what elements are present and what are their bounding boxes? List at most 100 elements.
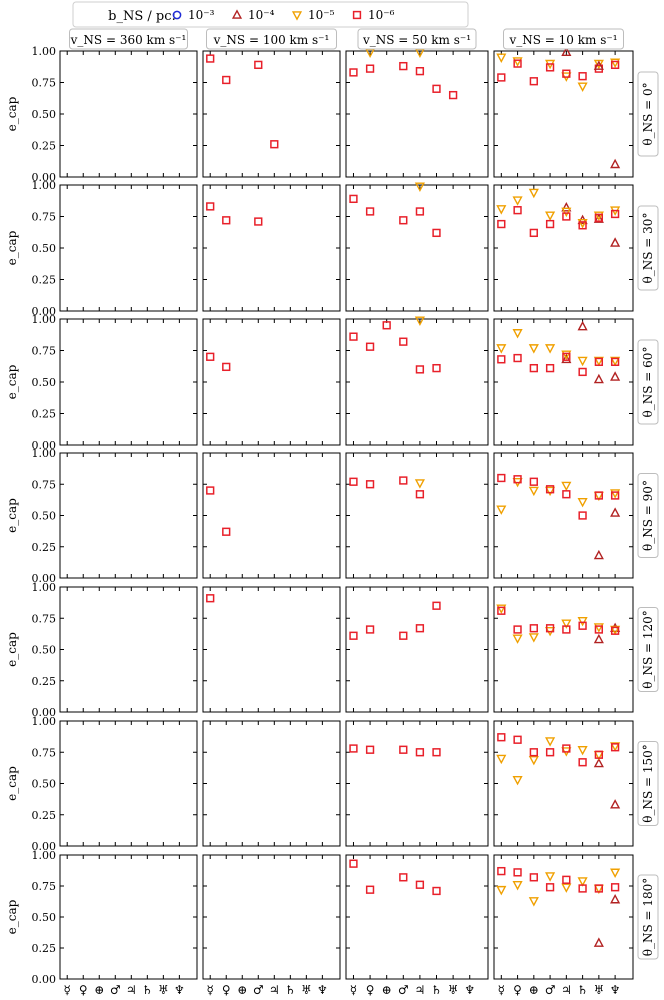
data-point	[528, 188, 539, 199]
x-tick-label: ♅	[301, 983, 312, 997]
data-point	[545, 485, 555, 494]
panel	[202, 720, 341, 847]
data-point	[513, 625, 522, 634]
y-tick-label: 0.00	[32, 706, 57, 719]
data-point	[610, 357, 620, 366]
y-tick-label: 0.25	[32, 809, 57, 822]
legend-marker	[231, 9, 243, 19]
data-point	[415, 880, 425, 889]
panel-frame	[493, 318, 634, 446]
data-point	[206, 594, 215, 603]
panel: 0.00 0.25 0.50 0.75 1.00	[32, 45, 198, 184]
y-axis-label: e_cap	[5, 364, 19, 399]
data-point	[594, 625, 604, 634]
data-point	[594, 213, 604, 222]
data-point	[513, 475, 522, 484]
data-point	[577, 82, 588, 92]
data-point	[528, 486, 539, 497]
x-tick-label: ♄	[577, 983, 588, 997]
panel: 0.00 0.25 0.50 0.75 1.00	[32, 313, 198, 452]
y-tick-label: 0.00	[32, 572, 57, 585]
data-point	[529, 477, 538, 486]
x-tick-label: ♄	[285, 983, 296, 997]
y-tick-label: 1.00	[32, 45, 57, 58]
data-point	[545, 344, 556, 354]
y-axis-label: e_cap	[5, 899, 19, 934]
data-point	[349, 859, 358, 868]
data-point	[415, 624, 425, 633]
data-point	[497, 355, 506, 364]
data-point	[365, 64, 375, 73]
data-point	[448, 90, 458, 100]
panel-frame	[202, 452, 341, 579]
data-point	[222, 527, 231, 536]
row-label: θ_NS = 30°	[641, 213, 655, 284]
panel: 0.00 0.25 0.50 0.75 1.00	[32, 715, 198, 853]
data-point	[414, 479, 425, 489]
x-tick-label: ♃	[415, 983, 426, 997]
data-point	[206, 486, 215, 495]
data-point	[545, 486, 556, 497]
data-point	[415, 67, 425, 76]
data-point	[594, 491, 604, 500]
panel	[202, 184, 341, 312]
legend-label: 10⁻⁶	[368, 8, 395, 22]
data-point	[432, 363, 441, 373]
data-point	[561, 353, 572, 364]
data-point	[562, 875, 571, 884]
data-point	[610, 209, 620, 219]
y-axis-label: e_cap	[5, 230, 19, 265]
row-label-group: θ_NS = 150°	[637, 741, 659, 826]
y-axis-label: e_cap	[5, 632, 19, 667]
data-point	[578, 511, 587, 520]
data-point	[610, 356, 621, 367]
y-tick-label: 1.00	[32, 849, 57, 862]
data-point	[349, 68, 358, 77]
panel	[202, 50, 341, 178]
x-tick-label: ♆	[174, 983, 185, 997]
column-label: v_NS = 50 km s⁻¹	[362, 33, 471, 47]
panel-frame	[202, 854, 341, 980]
x-tick-label: ♃	[269, 983, 280, 997]
panel	[345, 720, 489, 847]
data-point	[497, 473, 506, 483]
data-point	[415, 748, 425, 757]
data-point	[610, 868, 621, 879]
data-point	[562, 212, 571, 221]
data-point	[561, 883, 572, 893]
y-tick-label: 0.25	[32, 675, 57, 688]
row-label: θ_NS = 150°	[641, 744, 655, 823]
y-tick-label: 0.75	[32, 77, 57, 90]
data-point	[399, 745, 408, 754]
column-label: v_NS = 360 km s⁻¹	[70, 33, 187, 47]
data-point	[594, 357, 604, 366]
row-label-group: θ_NS = 180°	[637, 874, 659, 960]
data-point	[414, 316, 425, 326]
legend-label: 10⁻⁵	[308, 8, 335, 22]
panel-frame	[59, 50, 198, 178]
data-point	[577, 320, 588, 331]
data-point	[610, 507, 621, 517]
y-tick-label: 0.25	[32, 408, 57, 421]
data-point	[496, 205, 507, 215]
data-point	[594, 750, 604, 759]
x-tick-label: ♀	[513, 983, 522, 997]
x-tick-label: ♃	[561, 983, 572, 997]
row-label-box	[637, 71, 659, 157]
x-tick-label: ♄	[142, 983, 153, 997]
panel	[345, 452, 489, 579]
panel-frame	[493, 586, 634, 713]
y-tick-label: 0.50	[32, 778, 57, 791]
y-tick-label: 0.25	[32, 541, 57, 554]
data-point	[254, 217, 263, 226]
data-point	[382, 321, 391, 330]
data-point	[512, 329, 523, 339]
data-point	[610, 237, 621, 247]
data-point	[415, 207, 425, 216]
data-point	[529, 363, 538, 373]
x-tick-label: ♀	[79, 983, 88, 997]
data-point	[545, 883, 555, 892]
panel-frame	[59, 586, 198, 713]
row-label-group: θ_NS = 60°	[637, 339, 659, 425]
y-tick-label: 0.50	[32, 911, 57, 924]
